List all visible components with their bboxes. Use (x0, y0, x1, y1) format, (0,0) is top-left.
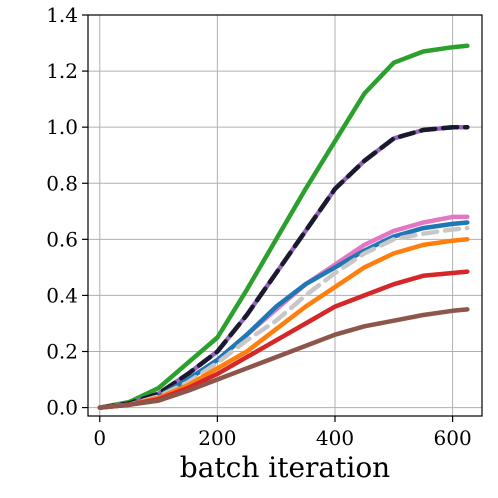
series-line (97, 307, 470, 410)
x-tick-label: 400 (316, 426, 354, 450)
y-tick-label: 0.8 (46, 171, 78, 195)
x-tick-label: 0 (93, 426, 106, 450)
x-axis-title: batch iteration (180, 451, 390, 484)
series-line (97, 269, 470, 410)
series-line (97, 124, 470, 410)
x-tick-label: 600 (434, 426, 472, 450)
series-line (97, 124, 470, 410)
y-tick-label: 1.2 (46, 59, 78, 83)
y-tick-label: 0.0 (46, 396, 78, 420)
y-tick-label: 1.0 (46, 115, 78, 139)
plot-area-frame (87, 14, 483, 417)
x-tick-label: 200 (198, 426, 236, 450)
series-line (97, 43, 470, 410)
y-tick-label: 0.4 (46, 283, 78, 307)
y-tick-label: 0.6 (46, 227, 78, 251)
y-tick-label: 1.4 (46, 3, 78, 27)
y-tick-label: 0.2 (46, 340, 78, 364)
series-lines (97, 43, 470, 410)
axis-ticks: 0 200 400 600 0.0 0.2 0.4 0.6 0.8 1.0 1.2 1.4 (46, 3, 472, 450)
